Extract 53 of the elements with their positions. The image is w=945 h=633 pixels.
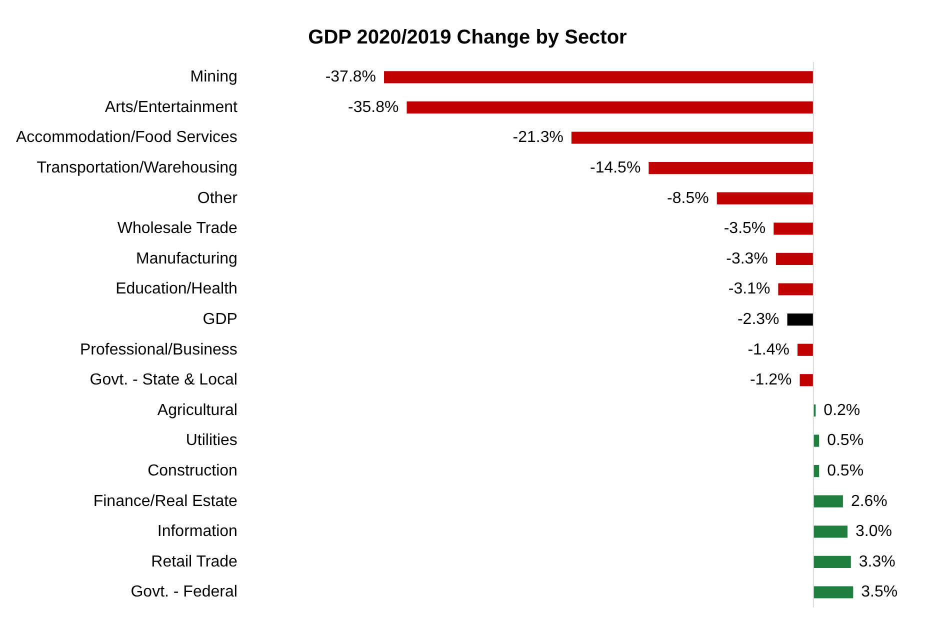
- y-tick-label: Wholesale Trade: [117, 220, 238, 238]
- y-tick-label: Arts/Entertainment: [104, 98, 238, 116]
- bar: [384, 71, 814, 84]
- data-label: -3.3%: [726, 250, 768, 268]
- data-label: 2.6%: [850, 492, 888, 510]
- data-label: 3.0%: [855, 523, 892, 540]
- data-label: -3.1%: [728, 280, 770, 298]
- bar: [798, 344, 814, 356]
- y-tick-label: Education/Health: [116, 280, 238, 298]
- y-tick-label: Other: [197, 190, 238, 207]
- bar: [813, 586, 854, 598]
- data-label: -3.5%: [724, 220, 766, 238]
- bar: [716, 192, 814, 204]
- y-tick-label: Manufacturing: [136, 250, 238, 268]
- data-label: 0.5%: [827, 462, 864, 480]
- y-tick-label: Govt. - Federal: [130, 584, 238, 601]
- bar: [800, 374, 814, 386]
- bar: [813, 526, 848, 538]
- data-label: 0.2%: [824, 402, 860, 419]
- data-label: 3.3%: [858, 553, 896, 570]
- data-label: -8.5%: [667, 190, 709, 207]
- bar: [778, 283, 814, 296]
- data-label: 0.5%: [827, 432, 864, 450]
- y-tick-label: Agricultural: [157, 402, 238, 419]
- bar: [648, 162, 814, 174]
- y-tick-label: Mining: [190, 68, 238, 86]
- y-tick-label: GDP: [202, 310, 238, 328]
- data-label: -14.5%: [590, 159, 641, 176]
- y-tick-label: Accommodation/Food Services: [16, 129, 238, 146]
- y-tick-label: Construction: [148, 462, 238, 480]
- bar: [406, 101, 814, 114]
- y-tick-label: Utilities: [186, 432, 238, 450]
- y-tick-label: Information: [157, 523, 238, 540]
- bar: [774, 222, 814, 235]
- data-label: -1.2%: [750, 372, 792, 389]
- data-label: -37.8%: [325, 68, 376, 86]
- bar: [776, 252, 814, 266]
- data-label: -21.3%: [512, 129, 564, 146]
- bar: [813, 556, 851, 568]
- chart-title: GDP 2020/2019 Change by Sector: [308, 26, 628, 49]
- data-label: 3.5%: [861, 584, 898, 601]
- data-label: -1.4%: [748, 341, 790, 358]
- y-tick-label: Govt. - State & Local: [90, 372, 238, 389]
- y-tick-label: Finance/Real Estate: [93, 492, 238, 510]
- bar: [813, 495, 843, 508]
- data-label: -35.8%: [348, 98, 399, 116]
- y-tick-label: Retail Trade: [151, 553, 238, 570]
- y-tick-label: Professional/Business: [80, 341, 238, 358]
- bar: [787, 313, 814, 326]
- data-label: -2.3%: [737, 310, 780, 328]
- bar: [813, 434, 820, 447]
- y-tick-label: Transportation/Warehousing: [36, 159, 238, 176]
- bar: [571, 132, 814, 144]
